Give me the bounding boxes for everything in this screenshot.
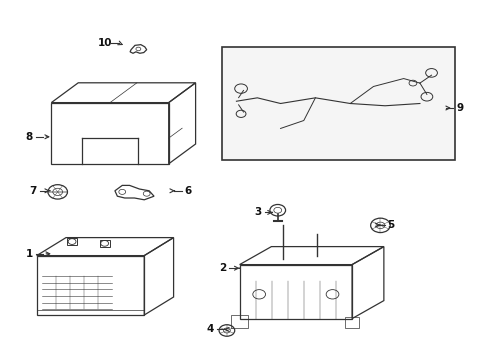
Text: 10: 10 bbox=[98, 38, 112, 48]
Bar bbox=[37, 256, 144, 315]
Text: 6: 6 bbox=[184, 186, 191, 196]
Text: 3: 3 bbox=[254, 207, 261, 217]
Bar bbox=[100, 240, 109, 247]
Text: 8: 8 bbox=[26, 132, 33, 142]
Text: 5: 5 bbox=[387, 220, 394, 230]
Text: 2: 2 bbox=[219, 263, 225, 273]
Bar bbox=[239, 265, 351, 319]
Bar bbox=[230, 315, 247, 328]
Bar bbox=[51, 103, 168, 164]
Bar bbox=[344, 317, 359, 328]
Text: 9: 9 bbox=[455, 103, 462, 113]
Text: 1: 1 bbox=[26, 249, 33, 259]
Bar bbox=[67, 238, 77, 245]
Text: 4: 4 bbox=[206, 324, 214, 334]
Text: 7: 7 bbox=[29, 186, 37, 196]
Bar bbox=[222, 47, 454, 160]
